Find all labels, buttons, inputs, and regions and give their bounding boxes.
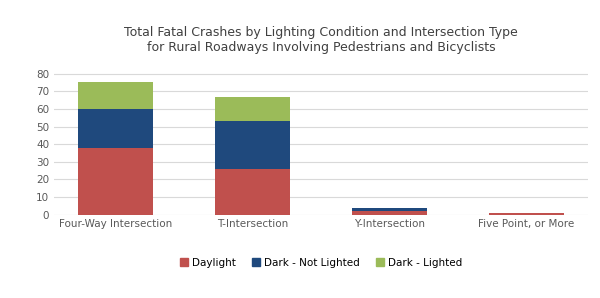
Bar bbox=[352, 207, 427, 211]
Bar bbox=[488, 213, 564, 215]
Legend: Daylight, Dark - Not Lighted, Dark - Lighted: Daylight, Dark - Not Lighted, Dark - Lig… bbox=[176, 254, 466, 272]
Title: Total Fatal Crashes by Lighting Condition and Intersection Type
for Rural Roadwa: Total Fatal Crashes by Lighting Conditio… bbox=[124, 26, 518, 54]
Bar bbox=[78, 148, 154, 215]
Bar bbox=[215, 97, 290, 121]
Bar bbox=[215, 169, 290, 215]
Bar bbox=[215, 121, 290, 169]
Bar bbox=[78, 109, 154, 148]
Bar bbox=[78, 83, 154, 109]
Bar bbox=[352, 211, 427, 215]
